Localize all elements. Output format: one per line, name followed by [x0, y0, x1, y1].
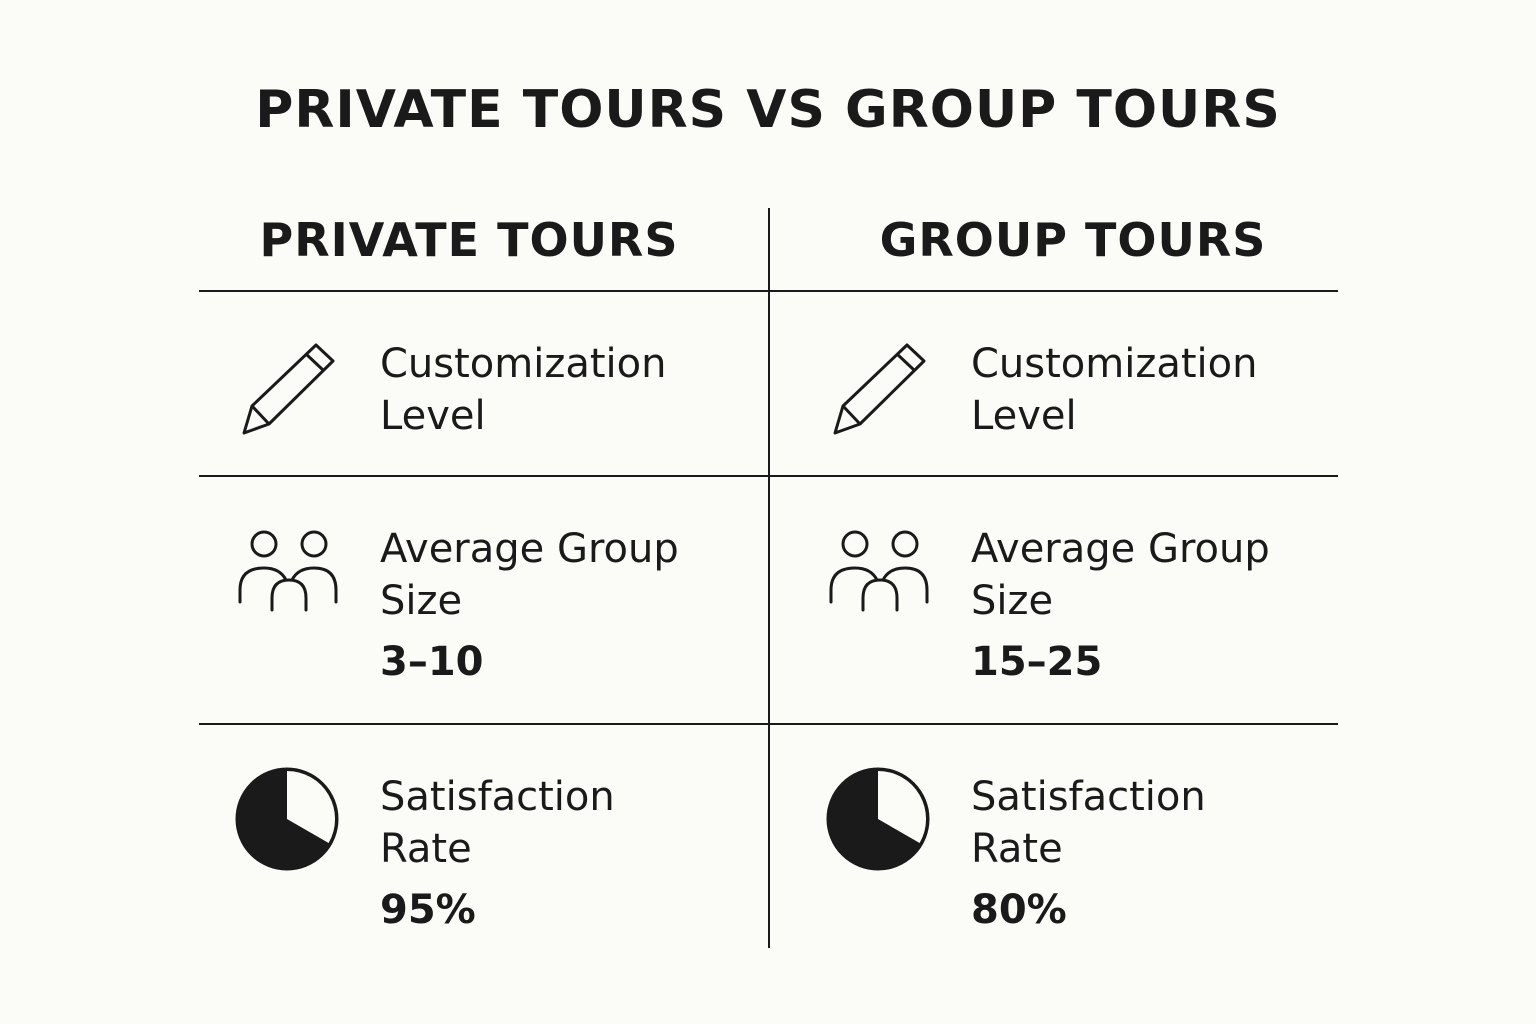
- people-icon: [827, 528, 931, 614]
- row-label-line2: Level: [971, 393, 1077, 439]
- column-heading-private: PRIVATE TOURS: [259, 213, 679, 267]
- row-label-line2: Size: [380, 578, 463, 624]
- pencil-icon: [829, 340, 929, 440]
- row-label-line1: Satisfaction: [380, 774, 615, 820]
- row-label-line1: Satisfaction: [971, 774, 1206, 820]
- pie-chart-icon: [825, 766, 931, 872]
- satisfaction-value: 95%: [380, 887, 476, 933]
- row-label-line2: Size: [971, 578, 1054, 624]
- pie-chart-icon: [234, 766, 340, 872]
- people-icon: [236, 528, 340, 614]
- pencil-icon: [238, 340, 338, 440]
- row-divider: [199, 475, 1338, 477]
- satisfaction-value: 80%: [971, 887, 1067, 933]
- row-label-line2: Level: [380, 393, 486, 439]
- row-label-line1: Customization: [971, 341, 1258, 387]
- group-size-value: 3–10: [380, 639, 484, 685]
- row-label-line2: Rate: [971, 826, 1063, 872]
- row-divider: [199, 723, 1338, 725]
- page-title: PRIVATE TOURS VS GROUP TOURS: [255, 80, 1281, 140]
- column-heading-group: GROUP TOURS: [879, 213, 1267, 267]
- row-label-line1: Average Group: [971, 526, 1270, 572]
- column-divider: [768, 208, 770, 948]
- group-size-value: 15–25: [971, 639, 1103, 685]
- row-label-line1: Customization: [380, 341, 667, 387]
- row-label-line2: Rate: [380, 826, 472, 872]
- row-divider: [199, 290, 1338, 292]
- row-label-line1: Average Group: [380, 526, 679, 572]
